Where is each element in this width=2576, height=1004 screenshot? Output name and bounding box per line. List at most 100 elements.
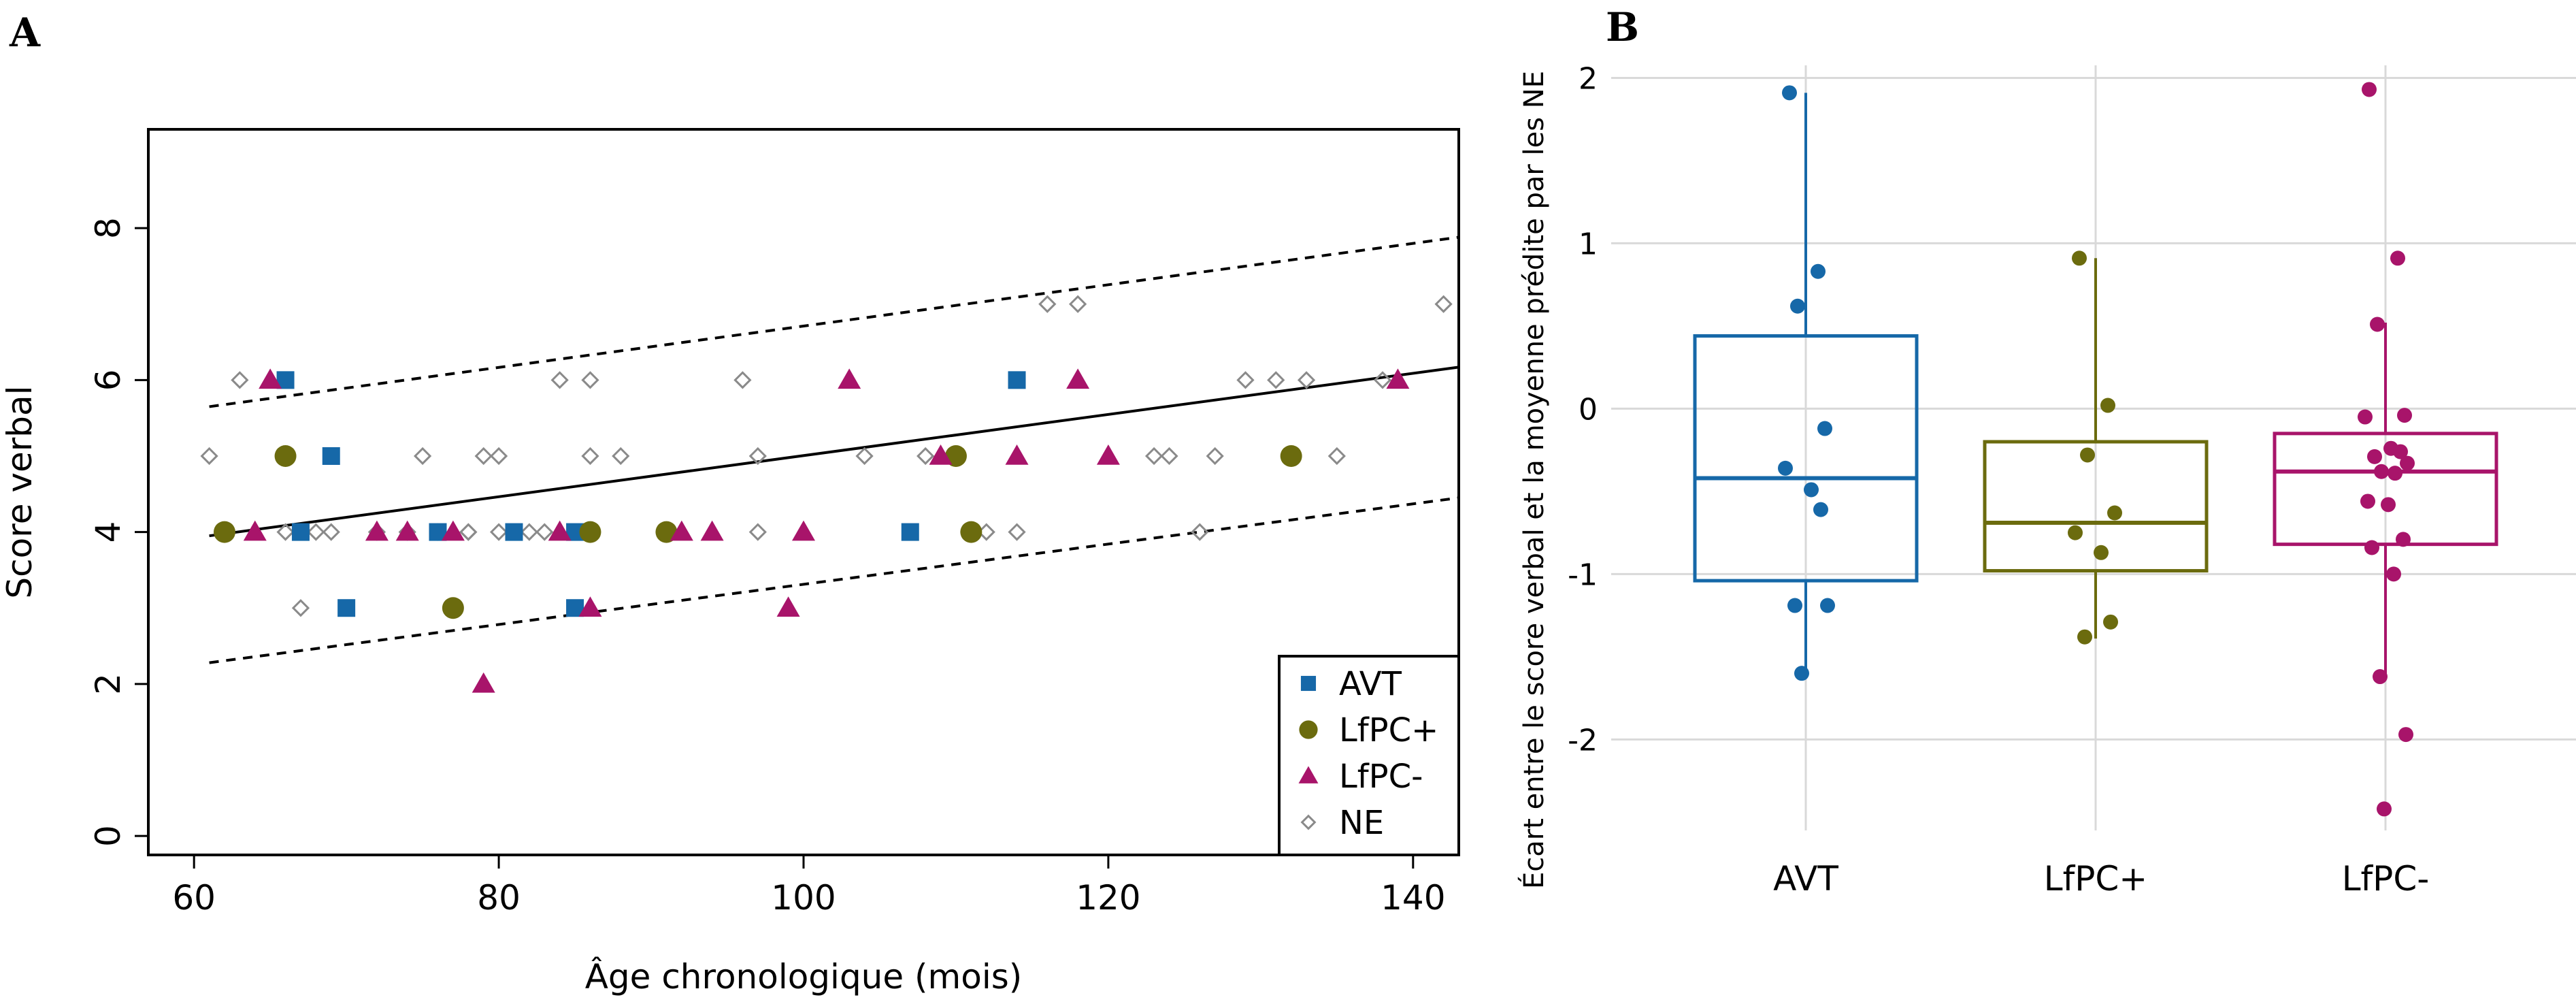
scatter-points <box>200 295 1453 693</box>
ne-point <box>1236 371 1255 389</box>
ne-point <box>550 371 569 389</box>
ne-point <box>733 371 752 389</box>
x-tick-label: 60 <box>172 878 216 918</box>
data-point <box>1820 598 1835 613</box>
y-tick-label: 0 <box>88 825 128 847</box>
lfpc-minus-point <box>395 520 419 541</box>
lfpc-minus-point <box>472 672 495 693</box>
lfpc-minus-point <box>243 520 267 541</box>
lfpc-plus-point <box>579 521 601 543</box>
ne-point <box>535 523 554 541</box>
avt-point <box>322 447 340 465</box>
lfpc-minus-point <box>259 368 282 389</box>
scatter-axes: 60 80 100 120 140 0 2 4 6 8 <box>88 217 1446 918</box>
ne-point <box>231 371 249 389</box>
data-point <box>2377 801 2392 817</box>
ne-point <box>459 523 478 541</box>
lfpc-minus-point <box>441 520 465 541</box>
lfpc-minus-point <box>365 520 389 541</box>
data-point <box>2094 545 2109 560</box>
lfpc-minus-point <box>700 520 724 541</box>
x-category-label: AVT <box>1773 859 1838 898</box>
lfpc-minus-point <box>1386 368 1410 389</box>
y-tick-label: 1 <box>1579 227 1598 261</box>
x-category-label: LfPC+ <box>2044 859 2147 898</box>
scatter-plot-frame <box>147 128 1460 856</box>
data-point <box>2398 727 2413 743</box>
panel-b-letter: B <box>1606 4 1639 50</box>
ne-point <box>1206 447 1224 466</box>
data-point <box>2393 444 2408 459</box>
x-tick-label: 100 <box>771 878 836 918</box>
data-point <box>1817 421 1832 436</box>
iqr-box <box>1693 334 1919 583</box>
boxplot-axes: 2 1 0 -1 -2 AVT LfPC+ LfPC- <box>1568 61 2429 898</box>
y-tick-label: 4 <box>88 521 128 543</box>
y-tick-label: 6 <box>88 369 128 391</box>
lfpc-minus-point <box>776 596 800 617</box>
regression-fit-line <box>209 366 1459 538</box>
ne-point <box>581 371 599 389</box>
ne-point <box>612 447 630 466</box>
data-point <box>2100 398 2115 413</box>
ne-point <box>855 447 874 466</box>
data-point <box>2374 464 2389 479</box>
legend-label: LfPC- <box>1339 758 1423 796</box>
data-point <box>1778 460 1793 476</box>
avt-point <box>291 523 310 541</box>
lfpc-minus-point <box>1096 444 1120 465</box>
ne-point <box>1191 523 1209 541</box>
x-tick-label: 140 <box>1381 878 1445 918</box>
legend-marker <box>1298 766 1319 783</box>
lfpc-plus-point <box>1280 444 1302 467</box>
data-point <box>2068 525 2083 540</box>
legend-label: LfPC+ <box>1339 711 1438 749</box>
data-point <box>2373 669 2388 685</box>
ne-point <box>307 523 325 541</box>
avt-point <box>901 523 919 541</box>
avt-point <box>505 523 523 541</box>
ne-point <box>1373 371 1392 389</box>
data-point <box>2080 447 2095 463</box>
data-point <box>2367 449 2382 464</box>
data-point <box>2396 532 2411 547</box>
ne-point <box>748 447 767 466</box>
ne-point <box>1434 295 1453 313</box>
ne-point <box>1038 295 1057 313</box>
x-category-label: LfPC- <box>2342 859 2430 898</box>
boxplots <box>1693 82 2498 817</box>
legend: AVT LfPC+ LfPC- NE <box>1278 655 1460 856</box>
data-point <box>2397 408 2412 423</box>
ne-point <box>489 523 508 541</box>
ne-point <box>200 447 218 466</box>
data-point <box>2390 250 2405 266</box>
data-point <box>2388 466 2402 481</box>
legend-marker <box>1300 814 1317 830</box>
ne-point <box>1160 447 1178 466</box>
panel-a-letter: A <box>9 10 41 56</box>
avt-point <box>1008 371 1026 389</box>
data-point <box>1787 598 1802 613</box>
data-point <box>1782 85 1797 101</box>
y-tick-label: -2 <box>1568 723 1598 758</box>
ne-point <box>413 447 432 466</box>
ne-point <box>1008 523 1026 541</box>
regression-lower-bound <box>209 496 1459 664</box>
lfpc-plus-point <box>442 597 464 619</box>
data-point <box>2103 614 2118 630</box>
y-tick-label: 8 <box>88 217 128 239</box>
ne-point <box>322 523 340 541</box>
avt-point <box>337 599 356 617</box>
ne-point <box>748 523 767 541</box>
ne-point <box>489 447 508 466</box>
ne-point <box>917 447 935 466</box>
y-axis-label: Score verbal <box>0 385 39 598</box>
ne-point <box>1144 447 1163 466</box>
y-tick-label: 2 <box>88 673 128 695</box>
legend-label: NE <box>1339 804 1384 842</box>
ne-point <box>474 447 493 466</box>
data-point <box>2072 250 2087 266</box>
data-point <box>2400 455 2415 471</box>
lfpc-minus-point <box>1005 444 1029 465</box>
y-tick-label: 2 <box>1579 61 1598 96</box>
